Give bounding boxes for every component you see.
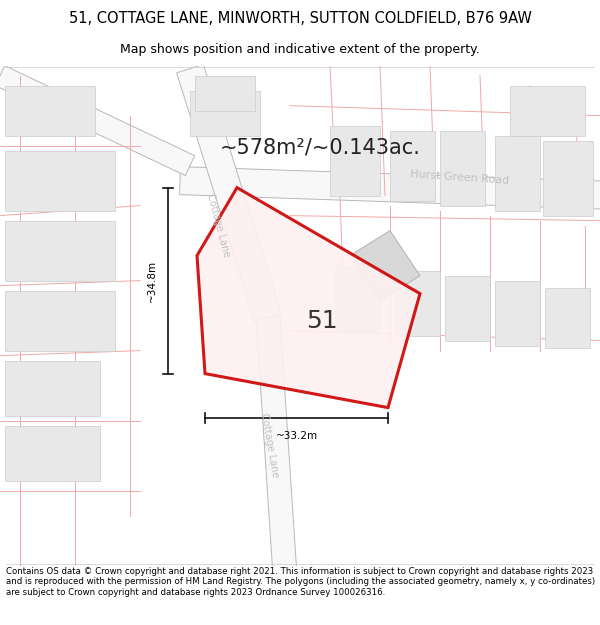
Polygon shape	[256, 317, 297, 576]
Bar	[395, 271, 440, 336]
Bar	[545, 288, 590, 348]
Text: Contains OS data © Crown copyright and database right 2021. This information is : Contains OS data © Crown copyright and d…	[6, 567, 595, 597]
Text: Map shows position and indicative extent of the property.: Map shows position and indicative extent…	[120, 44, 480, 56]
Bar	[190, 91, 260, 136]
Bar	[335, 266, 380, 331]
Bar	[5, 361, 100, 416]
Text: Cottage Lane: Cottage Lane	[259, 412, 281, 479]
Text: ~34.8m: ~34.8m	[147, 259, 157, 302]
Bar	[390, 131, 435, 201]
Bar	[543, 141, 593, 216]
Text: 51: 51	[306, 309, 338, 332]
Polygon shape	[179, 167, 600, 209]
Polygon shape	[176, 64, 281, 322]
Bar	[440, 131, 485, 206]
Bar	[445, 276, 490, 341]
Bar	[195, 76, 255, 111]
Polygon shape	[350, 231, 420, 301]
Text: 51, COTTAGE LANE, MINWORTH, SUTTON COLDFIELD, B76 9AW: 51, COTTAGE LANE, MINWORTH, SUTTON COLDF…	[68, 11, 532, 26]
Text: Cottage Lane: Cottage Lane	[205, 192, 231, 259]
Bar	[5, 291, 115, 351]
Text: Hurst Green Road: Hurst Green Road	[410, 169, 510, 186]
Polygon shape	[0, 66, 195, 176]
Bar	[5, 151, 115, 211]
Bar	[330, 126, 380, 196]
Bar	[495, 136, 540, 211]
Bar	[5, 221, 115, 281]
Text: ~578m²/~0.143ac.: ~578m²/~0.143ac.	[220, 138, 421, 158]
Bar	[510, 86, 585, 136]
Text: ~33.2m: ~33.2m	[275, 431, 317, 441]
Bar	[5, 86, 95, 136]
Bar	[495, 281, 540, 346]
Bar	[5, 426, 100, 481]
Polygon shape	[197, 188, 420, 408]
